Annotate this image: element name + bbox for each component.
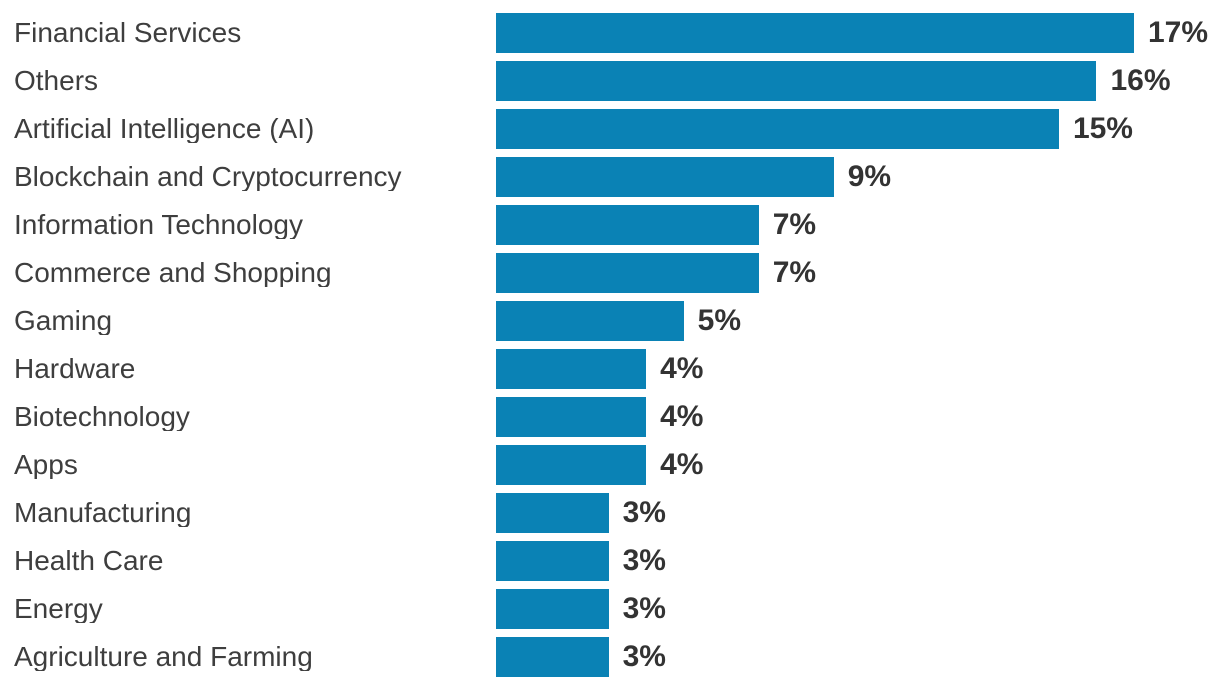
value-label: 17% — [1148, 16, 1209, 49]
bar-track: 17% — [496, 13, 1208, 53]
bar-track: 4% — [496, 445, 1134, 485]
category-label: Apps — [14, 451, 78, 479]
chart-row: Biotechnology 4% — [0, 393, 1220, 441]
bar — [496, 61, 1097, 101]
category-label: Hardware — [14, 355, 136, 383]
bar — [496, 541, 609, 581]
category-label: Information Technology — [14, 211, 303, 239]
chart-row: Health Care 3% — [0, 537, 1220, 585]
value-label: 3% — [622, 592, 666, 625]
bar — [496, 349, 647, 389]
bar — [496, 637, 609, 677]
value-label: 3% — [622, 496, 666, 529]
bar — [496, 445, 647, 485]
bar-track: 3% — [496, 541, 1134, 581]
category-label: Others — [14, 67, 99, 95]
value-label: 4% — [660, 448, 704, 481]
bar-track: 7% — [496, 205, 1134, 245]
category-label: Blockchain and Cryptocurrency — [14, 163, 402, 191]
category-label: Artificial Intelligence (AI) — [14, 115, 315, 143]
chart-row: Manufacturing 3% — [0, 489, 1220, 537]
chart-row: Apps 4% — [0, 441, 1220, 489]
value-label: 3% — [622, 544, 666, 577]
bar — [496, 109, 1059, 149]
bar — [496, 397, 647, 437]
bar — [496, 205, 759, 245]
value-label: 7% — [772, 256, 817, 289]
value-label: 4% — [660, 352, 704, 385]
bar-track: 9% — [496, 157, 1134, 197]
category-label: Gaming — [14, 307, 113, 335]
chart-row: Hardware 4% — [0, 345, 1220, 393]
chart-row: Artificial Intelligence (AI) 15% — [0, 105, 1220, 153]
bar-track: 7% — [496, 253, 1134, 293]
bar-track: 16% — [496, 61, 1171, 101]
value-label: 4% — [660, 400, 704, 433]
chart-row: Gaming 5% — [0, 297, 1220, 345]
value-label: 9% — [847, 160, 892, 193]
chart-row: Blockchain and Cryptocurrency 9% — [0, 153, 1220, 201]
chart-row: Others 16% — [0, 57, 1220, 105]
bar — [496, 301, 684, 341]
bar-track: 3% — [496, 637, 1134, 677]
chart-row: Commerce and Shopping 7% — [0, 249, 1220, 297]
bar — [496, 13, 1134, 53]
category-label: Commerce and Shopping — [14, 259, 332, 287]
chart-row: Information Technology 7% — [0, 201, 1220, 249]
bar-track: 15% — [496, 109, 1134, 149]
category-label: Energy — [14, 595, 103, 623]
value-label: 15% — [1072, 112, 1133, 145]
bar — [496, 253, 759, 293]
chart-row: Energy 3% — [0, 585, 1220, 633]
value-label: 16% — [1110, 64, 1171, 97]
bar-track: 5% — [496, 301, 1134, 341]
bar — [496, 157, 834, 197]
chart-row: Financial Services 17% — [0, 9, 1220, 57]
category-label: Agriculture and Farming — [14, 643, 313, 671]
bar — [496, 589, 609, 629]
bar-track: 4% — [496, 349, 1134, 389]
category-label: Financial Services — [14, 19, 242, 47]
bar-track: 3% — [496, 493, 1134, 533]
value-label: 7% — [772, 208, 817, 241]
category-label: Health Care — [14, 547, 164, 575]
category-label: Biotechnology — [14, 403, 190, 431]
chart-row: Agriculture and Farming 3% — [0, 633, 1220, 681]
value-label: 5% — [697, 304, 741, 337]
bar-track: 3% — [496, 589, 1134, 629]
bar — [496, 493, 609, 533]
bar-track: 4% — [496, 397, 1134, 437]
value-label: 3% — [622, 640, 666, 673]
category-label: Manufacturing — [14, 499, 192, 527]
